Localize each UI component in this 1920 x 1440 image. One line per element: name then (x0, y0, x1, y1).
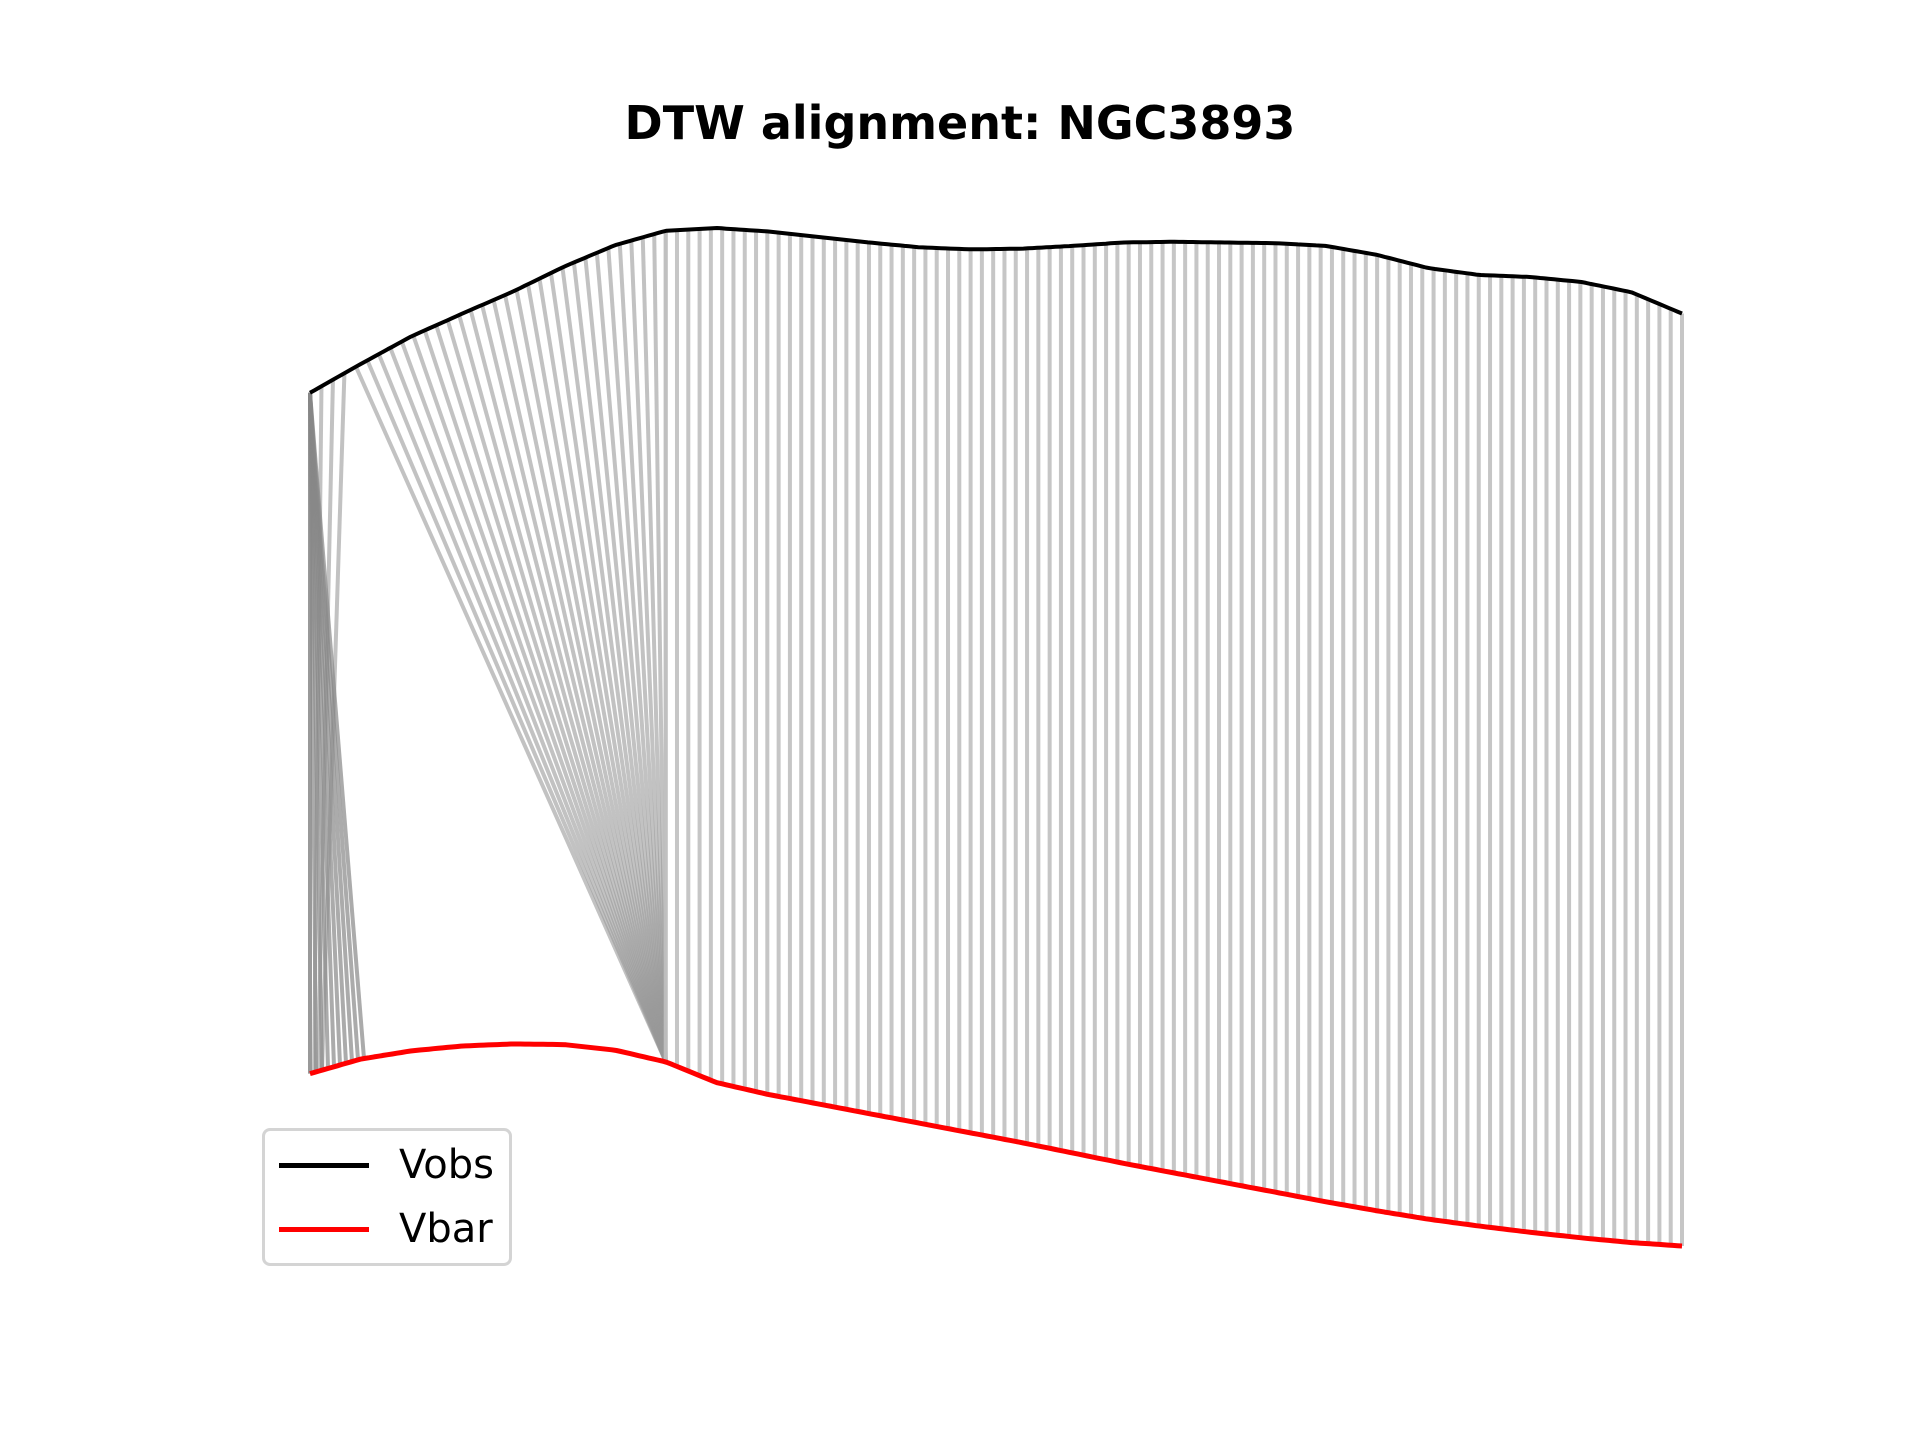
legend-swatch-vobs (279, 1162, 369, 1168)
series-line-vbar (309, 1041, 1683, 1249)
connector-line (422, 329, 668, 1063)
connector-line (434, 324, 668, 1063)
legend-swatch-vbar (279, 1226, 369, 1232)
connector-line (514, 289, 668, 1063)
legend: Vobs Vbar (262, 1128, 512, 1266)
connector-line (526, 283, 668, 1063)
alignment-connectors (308, 228, 1684, 1246)
connector-line (503, 294, 668, 1063)
connector-line (548, 272, 668, 1063)
connector-line (376, 353, 668, 1063)
legend-item-vbar: Vbar (279, 1206, 493, 1252)
series-lines (309, 226, 1683, 1249)
connector-line (411, 334, 668, 1063)
series-line-vobs (309, 226, 1683, 395)
connector-line (491, 299, 668, 1063)
connector-line (468, 309, 668, 1063)
connector-line (308, 392, 366, 1059)
connector-line (399, 340, 668, 1063)
legend-label-vbar: Vbar (399, 1206, 493, 1252)
chart-title: DTW alignment: NGC3893 (624, 96, 1296, 150)
connector-line (480, 304, 668, 1063)
connector-line (537, 278, 668, 1063)
connector-line (457, 314, 668, 1063)
connector-line (365, 359, 668, 1063)
connector-line (388, 347, 668, 1063)
legend-item-vobs: Vobs (279, 1142, 494, 1188)
connector-line (354, 365, 668, 1063)
legend-label-vobs: Vobs (399, 1142, 494, 1188)
connector-line (445, 319, 668, 1063)
